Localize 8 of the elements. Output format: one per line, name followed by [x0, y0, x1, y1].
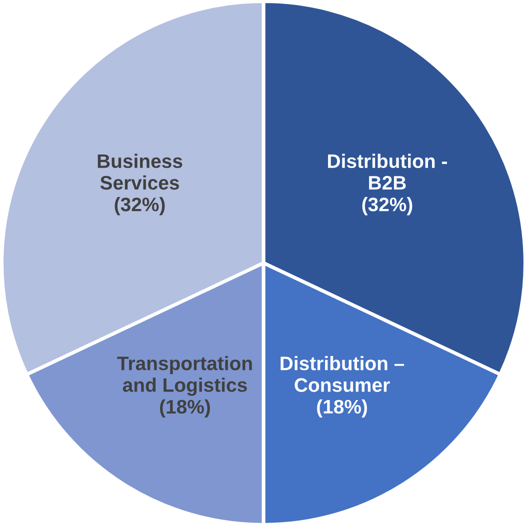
- slice-label: Business Services: [98, 154, 182, 190]
- data-label: (32%): [362, 197, 412, 216]
- slice-label: Distribution - B2B: [328, 154, 447, 190]
- slice-label: Transportation and Logistics: [117, 356, 252, 396]
- data-label: (18%): [160, 399, 210, 418]
- data-label: (32%): [114, 197, 165, 216]
- data-label: (18%): [317, 399, 367, 418]
- slice-label: Distribution – Consumer: [280, 356, 404, 392]
